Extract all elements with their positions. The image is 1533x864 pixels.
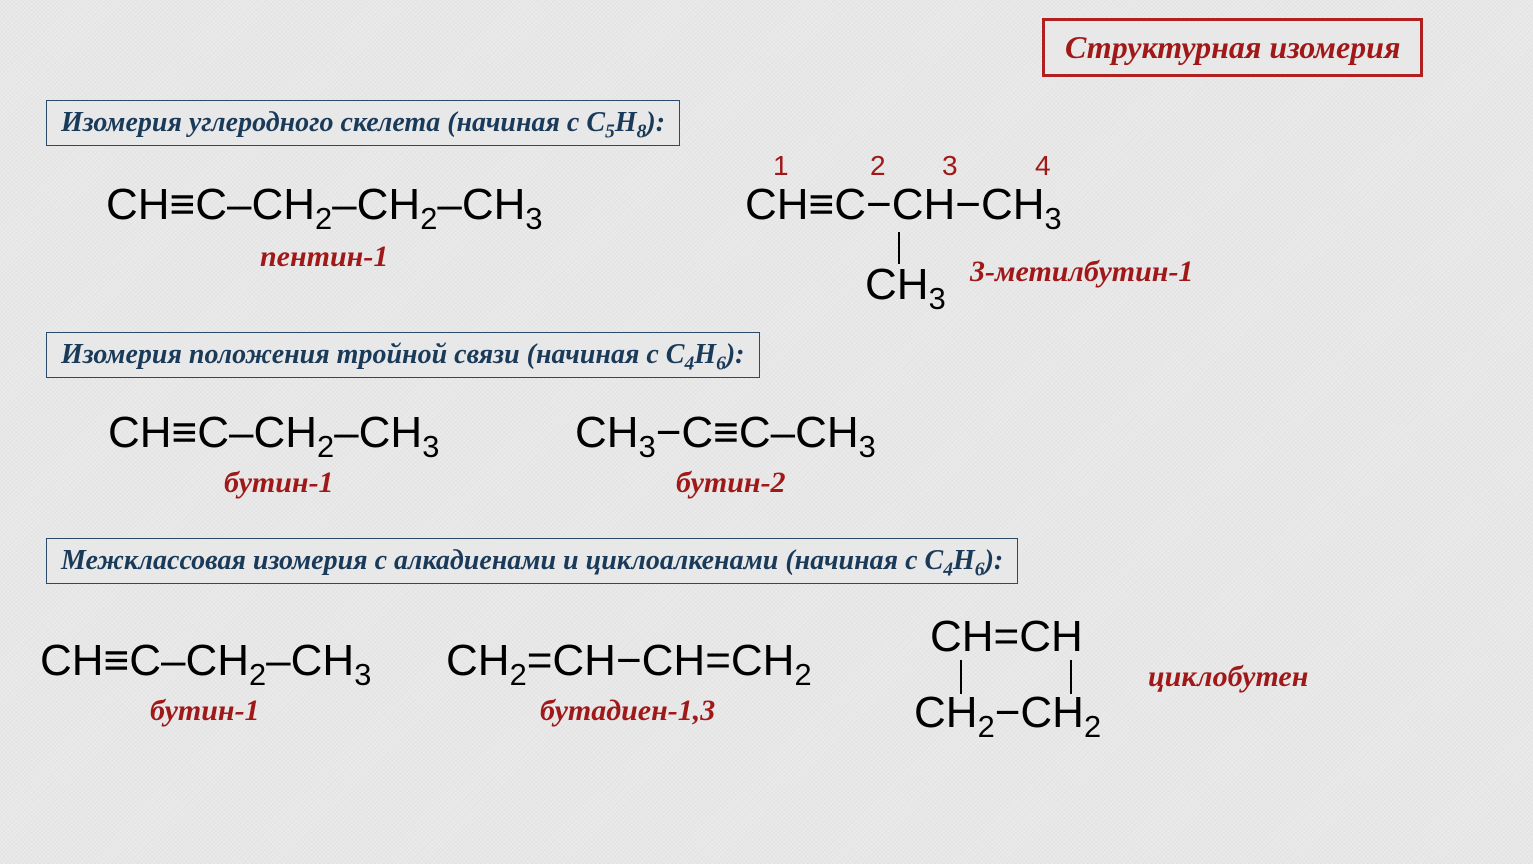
name-cyclobutene: циклобутен (1148, 660, 1308, 694)
name-butyne-2: бутин-2 (676, 466, 786, 500)
carbon-number-4: 4 (1035, 150, 1051, 182)
branch-ch3: CH3 (865, 260, 946, 310)
name-pentyne-1: пентин-1 (260, 240, 388, 274)
formula-butyne-1b: CH≡C–CH2–CH3 (40, 636, 371, 686)
formula-3-methylbutyne-1: CH≡C−CH−CH3 (745, 180, 1062, 230)
cyclobutene-right-bond (1070, 660, 1072, 694)
name-butyne-1b: бутин-1 (150, 694, 260, 728)
section-heading-interclass: Межклассовая изомерия с алкадиенами и ци… (46, 538, 1018, 584)
name-3-methylbutyne-1: 3-метилбутин-1 (970, 255, 1193, 289)
cyclobutene-left-bond (960, 660, 962, 694)
branch-bond-line (898, 232, 900, 264)
carbon-number-3: 3 (942, 150, 958, 182)
name-butadiene-13: бутадиен-1,3 (540, 694, 715, 728)
formula-butyne-1: CH≡C–CH2–CH3 (108, 408, 439, 458)
formula-butadiene-13: CH2=CH−CH=CH2 (446, 636, 812, 686)
section-heading-skeleton: Изомерия углеродного скелета (начиная с … (46, 100, 680, 146)
cyclobutene-top-row: CH=CH (930, 612, 1083, 662)
cyclobutene-bottom-row: CH2−CH2 (914, 688, 1101, 738)
section-heading-position: Изомерия положения тройной связи (начина… (46, 332, 760, 378)
name-butyne-1: бутин-1 (224, 466, 334, 500)
formula-butyne-2: CH3−C≡C–CH3 (575, 408, 876, 458)
slide-title: Структурная изомерия (1042, 18, 1423, 77)
formula-pentyne-1: CH≡C–CH2–CH2–CH3 (106, 180, 543, 230)
carbon-number-2: 2 (870, 150, 886, 182)
carbon-number-1: 1 (773, 150, 789, 182)
